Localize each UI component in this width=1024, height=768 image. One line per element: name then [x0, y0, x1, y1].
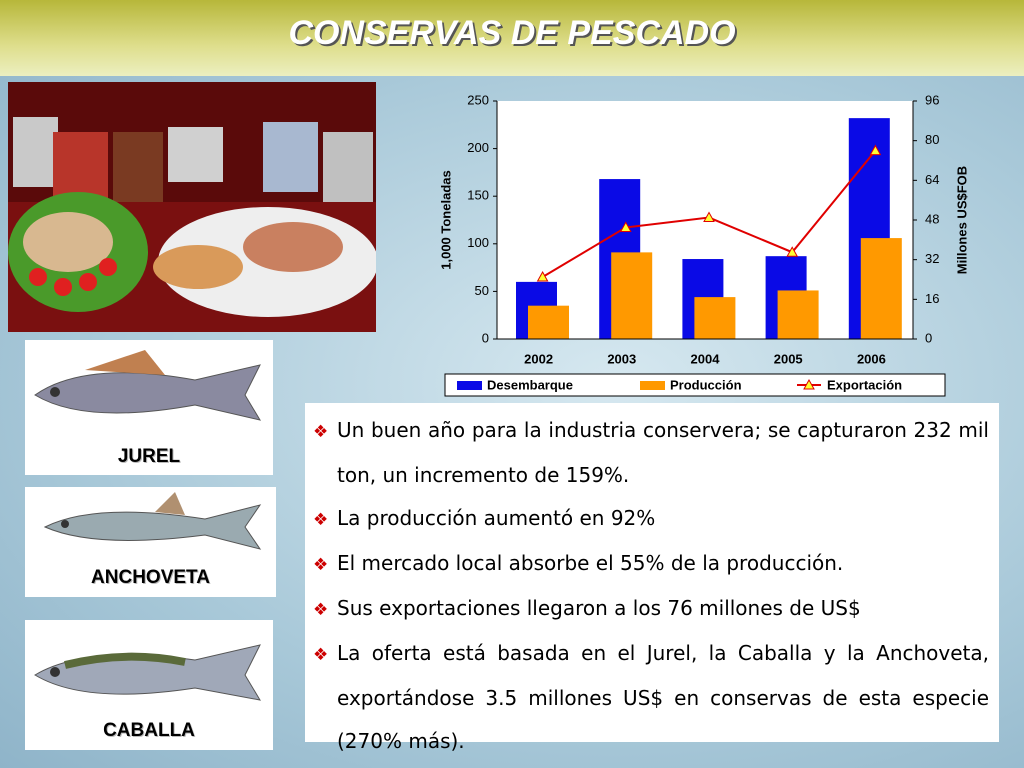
- y-tick-label: 250: [467, 92, 489, 107]
- fish-card: JUREL: [25, 340, 273, 475]
- bullet: La producción aumentó en 92%: [313, 497, 989, 542]
- bullet: La oferta está basada en el Jurel, la Ca…: [313, 632, 989, 763]
- food-photo: [8, 82, 376, 332]
- y-tick-label: 100: [467, 235, 489, 250]
- fish-card: CABALLA: [25, 620, 273, 750]
- legend-label: Desembarque: [487, 377, 573, 392]
- bullet: Sus exportaciones llegaron a los 76 mill…: [313, 587, 989, 632]
- slide-title: CONSERVAS DE PESCADO: [288, 14, 736, 52]
- fish-drawing: [34, 644, 261, 701]
- fish-label: ANCHOVETA: [91, 567, 210, 588]
- legend: [444, 373, 946, 397]
- bar: [528, 305, 569, 339]
- legend-label: Producción: [670, 377, 742, 392]
- y2-tick-label: 64: [925, 172, 939, 187]
- fish-drawing: [43, 492, 262, 550]
- x-tick-label: 2003: [607, 351, 636, 366]
- y2-tick-label: 32: [925, 251, 939, 266]
- fish-card: ANCHOVETA: [25, 487, 276, 597]
- legend-swatch: [640, 381, 665, 390]
- fish-label: JUREL: [117, 446, 181, 467]
- y2-tick-label: 0: [925, 330, 932, 345]
- x-tick-label: 2004: [691, 351, 721, 366]
- line-marker: [619, 221, 632, 232]
- fish-drawing: [34, 350, 262, 421]
- x-tick-label: 2005: [774, 351, 803, 366]
- bullet-box: Un buen año para la industria conservera…: [305, 403, 999, 753]
- bullet: El mercado local absorbe el 55% de la pr…: [313, 542, 989, 587]
- y-tick-label: 150: [467, 188, 489, 203]
- y-axis-title: 1,000 Toneladas: [438, 170, 453, 269]
- fish-label: CABALLA: [103, 720, 195, 741]
- chart: 0 50 100 150 200 250 0 16 32 48 64 80 96 1,000 Tonela…: [438, 92, 969, 397]
- bar: [860, 238, 902, 339]
- legend-label: Exportación: [827, 377, 902, 392]
- y-tick-label: 0: [482, 330, 489, 345]
- title-band: [0, 0, 1024, 76]
- bar: [694, 297, 736, 339]
- line-marker: [536, 270, 549, 282]
- y-tick-label: 200: [467, 140, 489, 155]
- line-marker: [869, 144, 882, 156]
- y2-tick-label: 96: [925, 92, 939, 107]
- line-marker: [703, 211, 715, 223]
- legend-swatch: [803, 378, 815, 390]
- y2-tick-label: 80: [925, 132, 939, 147]
- x-tick-label: 2006: [857, 351, 886, 366]
- x-tick-label: 2002: [524, 351, 553, 366]
- y2-tick-label: 48: [925, 211, 939, 226]
- y-tick-label: 50: [475, 283, 489, 298]
- y2-axis-title: Millones US$FOB: [954, 166, 969, 274]
- line-marker: [786, 246, 799, 257]
- bar: [611, 252, 653, 339]
- bar: [777, 290, 819, 339]
- y2-tick-label: 16: [925, 291, 939, 306]
- bullet: Un buen año para la industria conservera…: [313, 409, 989, 497]
- legend-swatch: [457, 381, 482, 390]
